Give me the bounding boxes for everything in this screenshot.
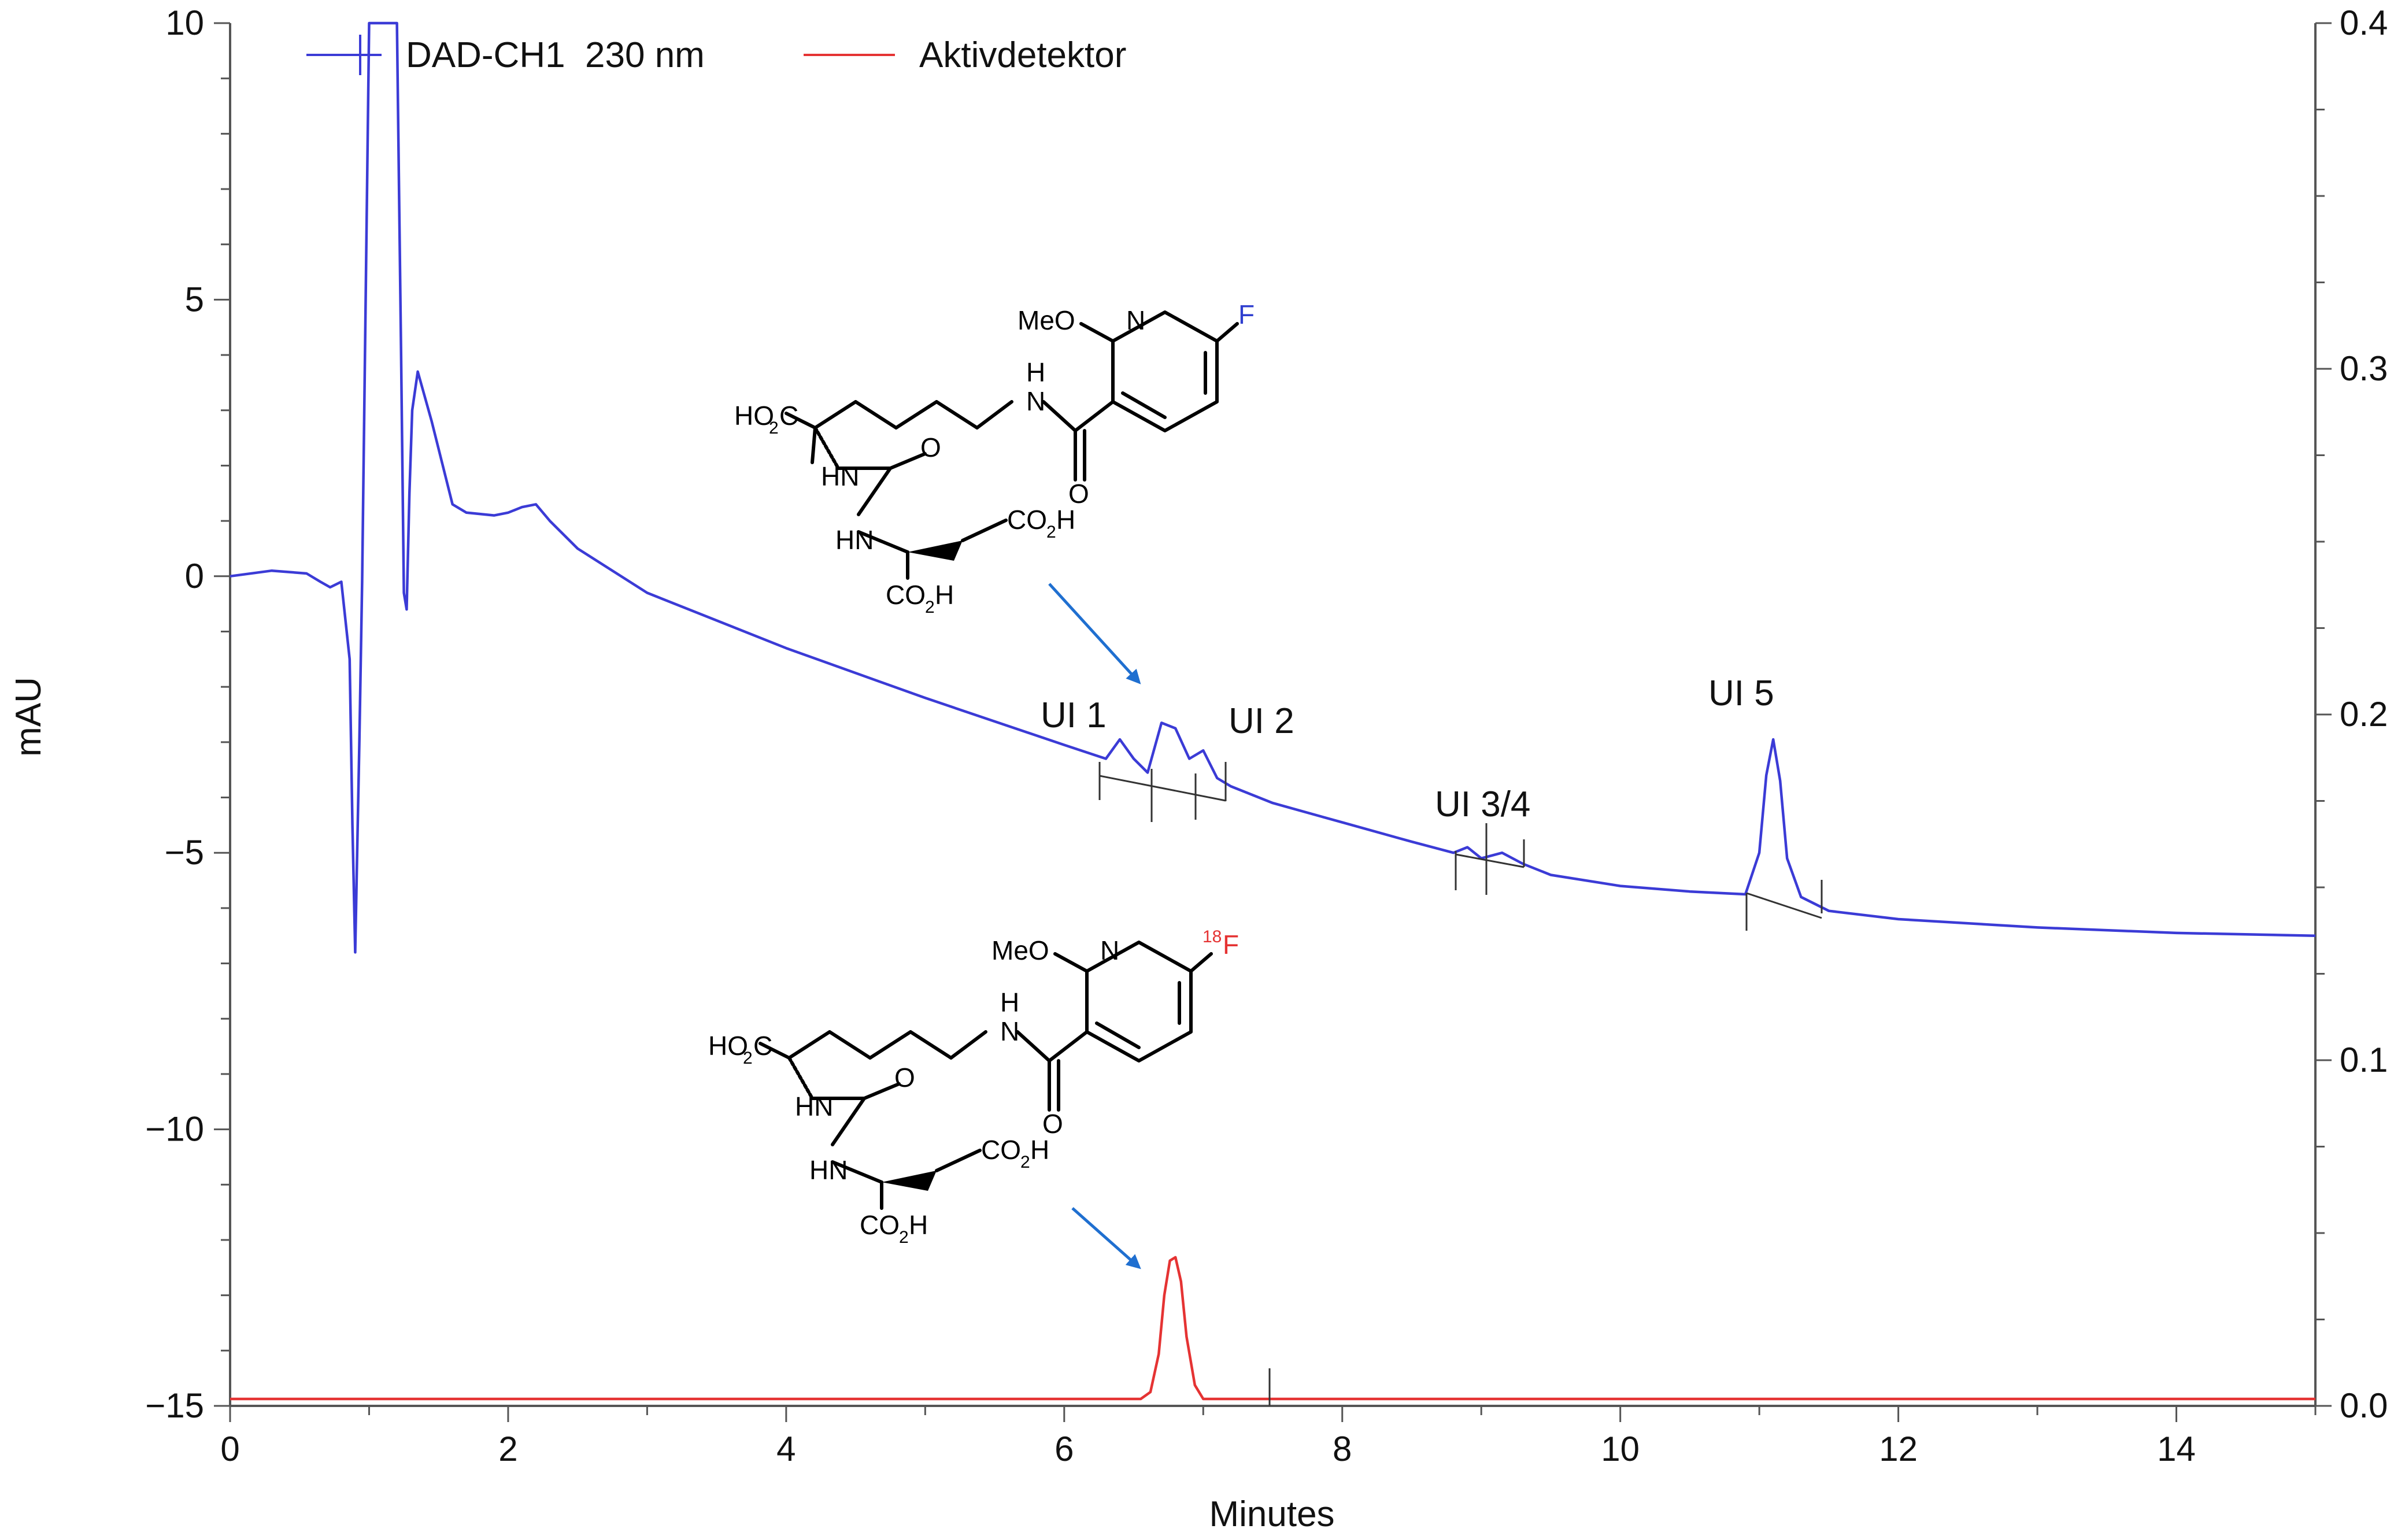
atom-o-urea: O	[920, 432, 941, 462]
atom-sub-2: 2	[743, 1049, 753, 1068]
atom-h-glu: H	[1030, 1135, 1049, 1165]
atom-o-amide: O	[1042, 1109, 1063, 1139]
y2-tick-label: 0.0	[2340, 1386, 2388, 1425]
atom-co-alpha: CO	[860, 1210, 900, 1240]
atom-sub-2b: 2	[1020, 1153, 1030, 1172]
atom-hn-2: HN	[835, 525, 874, 555]
atom-co-alpha: CO	[886, 580, 926, 610]
atom-ho: HO	[708, 1031, 748, 1061]
atom-sub-2: 2	[769, 419, 779, 438]
y2-tick-label: 0.2	[2340, 695, 2388, 734]
legend-label-radio: Aktivdetektor	[919, 35, 1126, 75]
x-tick-label: 0	[220, 1430, 239, 1468]
y-tick-label: −10	[145, 1110, 204, 1149]
x-axis-ticks: 0 2 4 6 8 10 12 14	[220, 1406, 2317, 1468]
series-line-uv	[230, 21, 2316, 954]
atom-f: F	[1238, 299, 1255, 330]
y2-tick-label: 0.4	[2340, 3, 2388, 42]
legend: DAD-CH1 230 nm Aktivdetektor	[306, 35, 1126, 75]
atom-co-glu: CO	[981, 1135, 1021, 1165]
atom-ho: HO	[734, 401, 774, 431]
atom-meo: MeO	[991, 935, 1049, 965]
integration-markers	[1098, 762, 1823, 1406]
peak-label-ui2: UI 2	[1229, 701, 1294, 741]
atom-co-glu: CO	[1007, 505, 1047, 535]
atom-c: C	[779, 401, 798, 431]
arrow-to-radio-peak	[1071, 1207, 1141, 1269]
atom-o-amide: O	[1068, 479, 1089, 509]
atom-isotope-18: 18	[1202, 927, 1222, 946]
arrow-to-ui-peak	[1048, 583, 1141, 684]
y-axis-label: mAU	[9, 677, 49, 757]
y-tick-label: 5	[185, 280, 204, 319]
atom-h-alpha: H	[909, 1210, 928, 1240]
atom-h-amide: H	[1026, 357, 1045, 387]
y-tick-label: 10	[165, 3, 204, 42]
x-tick-label: 8	[1333, 1430, 1352, 1468]
series-group	[230, 21, 2316, 1401]
atom-h-alpha: H	[935, 580, 954, 610]
atom-f: F	[1223, 930, 1239, 960]
peak-label-ui1: UI 1	[1041, 695, 1107, 735]
x-tick-label: 14	[2157, 1430, 2196, 1468]
x-tick-label: 4	[776, 1430, 796, 1468]
structure-tracer-18f: MeO N 18 F N H HO 2 C O HN O HN CO 2 H C…	[708, 927, 1239, 1247]
atom-hn-2: HN	[809, 1155, 848, 1185]
atom-o-urea: O	[894, 1063, 915, 1093]
atom-n-amide: N	[1000, 1016, 1019, 1046]
atom-n-amide: N	[1026, 386, 1045, 416]
structure-reference-19f: MeO N F N H HO 2 C O HN O HN CO 2 H CO 2…	[734, 299, 1255, 617]
y2-tick-label: 0.3	[2340, 349, 2388, 388]
y-tick-label: 0	[185, 557, 204, 595]
legend-item-uv: DAD-CH1 230 nm	[306, 35, 705, 75]
y2-tick-label: 0.1	[2340, 1041, 2388, 1079]
x-tick-label: 6	[1054, 1430, 1074, 1468]
x-tick-label: 2	[498, 1430, 517, 1468]
y-tick-label: −15	[145, 1386, 204, 1425]
atom-hn-1: HN	[821, 461, 859, 491]
atom-h-glu: H	[1056, 505, 1075, 535]
peak-label-ui34: UI 3/4	[1435, 784, 1530, 824]
peak-label-ui5: UI 5	[1708, 673, 1774, 713]
atom-sub-2c: 2	[925, 598, 935, 617]
atom-c: C	[753, 1031, 772, 1061]
y-axis-ticks: 10 5 0 −5 −10 −15	[145, 3, 230, 1425]
legend-item-radio: Aktivdetektor	[804, 35, 1126, 75]
x-tick-label: 12	[1879, 1430, 1918, 1468]
atom-hn-1: HN	[795, 1091, 833, 1121]
y2-axis-ticks: 0.4 0.3 0.2 0.1 0.0	[2315, 3, 2388, 1425]
atom-n-ring: N	[1126, 305, 1145, 335]
atom-h-amide: H	[1000, 987, 1019, 1017]
x-axis-label: Minutes	[1209, 1494, 1334, 1534]
legend-label-uv: DAD-CH1 230 nm	[406, 35, 705, 75]
atom-meo: MeO	[1018, 305, 1075, 335]
y-tick-label: −5	[165, 833, 204, 872]
atom-sub-2b: 2	[1046, 523, 1056, 542]
atom-sub-2c: 2	[899, 1228, 909, 1247]
series-line-radio	[230, 1256, 2315, 1401]
x-tick-label: 10	[1601, 1430, 1640, 1468]
atom-n-ring: N	[1100, 935, 1119, 965]
